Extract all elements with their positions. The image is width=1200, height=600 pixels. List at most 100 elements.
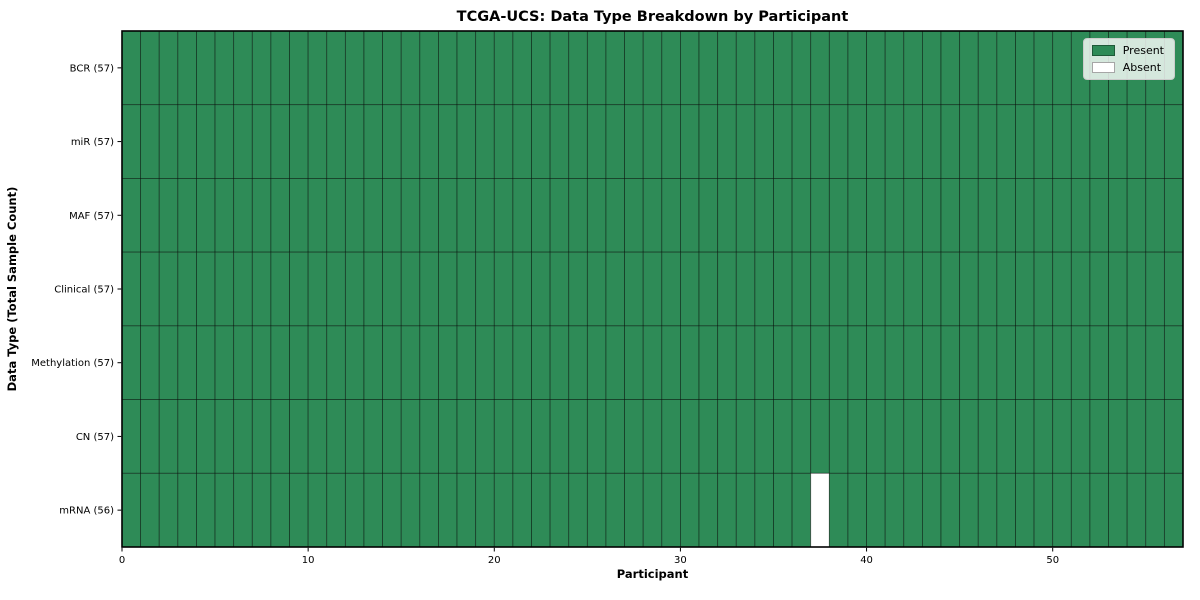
heatmap-cell [400,399,421,474]
x-tick-label: 0 [119,555,125,566]
heatmap-cell [1052,251,1072,327]
heatmap-cell [121,104,142,179]
heatmap-cell [196,30,216,106]
heatmap-cell [1089,178,1109,253]
heatmap-cell [233,30,253,106]
heatmap-cell [754,399,774,474]
heatmap-cell [419,104,439,179]
heatmap-cell [605,325,625,400]
heatmap-cell [903,472,923,548]
heatmap-cell [866,399,886,474]
heatmap-cell [568,399,588,474]
heatmap-cell [624,325,644,400]
heatmap-cell [419,325,439,400]
heatmap-cell [1070,104,1091,179]
heatmap-cell [251,472,272,548]
heatmap-cell [289,104,309,179]
heatmap-cell [847,399,867,474]
heatmap-cell [531,104,551,179]
heatmap-cell [1145,399,1165,474]
heatmap-cell [1163,104,1184,179]
heatmap-cell [773,104,793,179]
heatmap-cell [177,178,197,253]
heatmap-cell [1015,325,1035,400]
heatmap-cell [1052,104,1072,179]
heatmap-cell [791,472,812,548]
x-tick-label: 50 [1046,555,1059,566]
heatmap-cell [735,325,756,400]
heatmap-cell [996,399,1016,474]
heatmap-cell [196,104,216,179]
heatmap-cell [344,178,365,253]
heatmap-cell [363,30,383,106]
heatmap-cell [177,30,197,106]
heatmap-cell [1108,104,1128,179]
heatmap-cell [624,178,644,253]
heatmap-cell [996,104,1016,179]
heatmap-cell [1163,325,1184,400]
heatmap-cell [1089,472,1109,548]
heatmap-cell [1089,104,1109,179]
heatmap-cell [717,30,737,106]
heatmap-cell [680,104,700,179]
heatmap-cell [1052,325,1072,400]
heatmap-cell [456,472,477,548]
heatmap-cell [549,30,570,106]
heatmap-cell [903,251,923,327]
heatmap-cell [1163,178,1184,253]
heatmap-cell [289,399,309,474]
heatmap-cell [922,325,942,400]
heatmap-cell [289,178,309,253]
heatmap-cell [140,30,160,106]
heatmap-cell [382,325,402,400]
heatmap-cell [493,325,514,400]
heatmap-cell [121,178,142,253]
heatmap-cell [1070,399,1091,474]
heatmap-cell [419,251,439,327]
heatmap-cell [996,178,1016,253]
heatmap-cell [289,325,309,400]
heatmap-cell [866,251,886,327]
heatmap-cell [158,325,179,400]
heatmap-cell [196,178,216,253]
heatmap-cell [400,251,421,327]
heatmap-cell [512,399,532,474]
y-tick-label: CN (57) [76,432,114,443]
heatmap-cell [289,472,309,548]
legend-label: Absent [1122,61,1162,74]
heatmap-cell [177,251,197,327]
heatmap-cell [1015,178,1035,253]
heatmap-cell [642,30,663,106]
heatmap-cell [884,251,905,327]
heatmap-cell [754,104,774,179]
heatmap-cell [866,104,886,179]
heatmap-cell [847,251,867,327]
heatmap-cell [624,472,644,548]
heatmap-cell [586,325,607,400]
heatmap-cell [977,399,998,474]
heatmap-cell [884,104,905,179]
heatmap-cell [642,178,663,253]
heatmap-cell [549,472,570,548]
heatmap-cell [531,325,551,400]
legend: Present Absent [1082,38,1175,80]
heatmap-cell [791,178,812,253]
heatmap-cell [922,104,942,179]
heatmap-cell [1126,104,1147,179]
heatmap-cell [940,472,961,548]
heatmap-cell [196,251,216,327]
heatmap-cell [680,472,700,548]
heatmap-cell [1033,30,1054,106]
heatmap-cell [1089,251,1109,327]
heatmap-cell [251,178,272,253]
heatmap-cell [233,325,253,400]
heatmap-cell [642,472,663,548]
heatmap-cell [419,399,439,474]
heatmap-cell [1033,104,1054,179]
heatmap-cell [475,251,495,327]
heatmap-cell [996,30,1016,106]
heatmap-cell [828,325,849,400]
heatmap-cell [698,325,719,400]
